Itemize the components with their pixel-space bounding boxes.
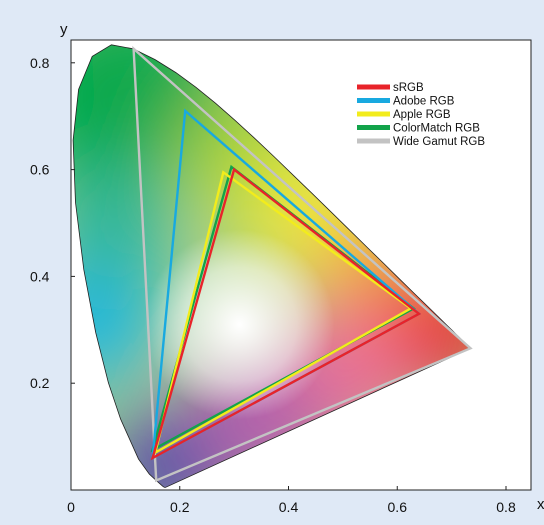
legend-label-wide-gamut-rgb: Wide Gamut RGB: [393, 136, 485, 148]
color-blob-white: [144, 229, 335, 420]
legend-label-adobe-rgb: Adobe RGB: [393, 96, 455, 108]
x-tick-label: 0.2: [170, 499, 190, 515]
x-tick-label: 0.8: [496, 499, 516, 515]
x-axis-ticks: 0 0.2 0.4 0.6 0.8: [67, 486, 516, 515]
x-tick-label: 0.4: [279, 499, 299, 515]
y-tick-label: 0.2: [30, 375, 50, 391]
gamut-wide-gamut-rgb: [132, 45, 473, 483]
y-axis-ticks: 0.2 0.4 0.6 0.8: [30, 55, 75, 391]
gamut-triangles: [132, 45, 473, 483]
gamut-apple-rgb: [153, 170, 414, 456]
x-axis-label: x: [537, 496, 544, 513]
y-axis-label: y: [60, 21, 68, 38]
x-tick-label: 0.6: [388, 499, 408, 515]
x-tick-label: 0: [67, 499, 75, 515]
legend-label-srgb: sRGB: [393, 82, 424, 94]
legend-label-apple-rgb: Apple RGB: [393, 109, 451, 121]
y-tick-label: 0.8: [30, 55, 50, 71]
gamut-srgb: [150, 167, 422, 461]
color-blob-green-top: [88, 44, 228, 133]
legend-label-colormatch-rgb: ColorMatch RGB: [393, 123, 480, 135]
y-tick-label: 0.6: [30, 162, 50, 178]
color-blob-blue: [108, 413, 219, 488]
y-tick-label: 0.4: [30, 268, 50, 284]
